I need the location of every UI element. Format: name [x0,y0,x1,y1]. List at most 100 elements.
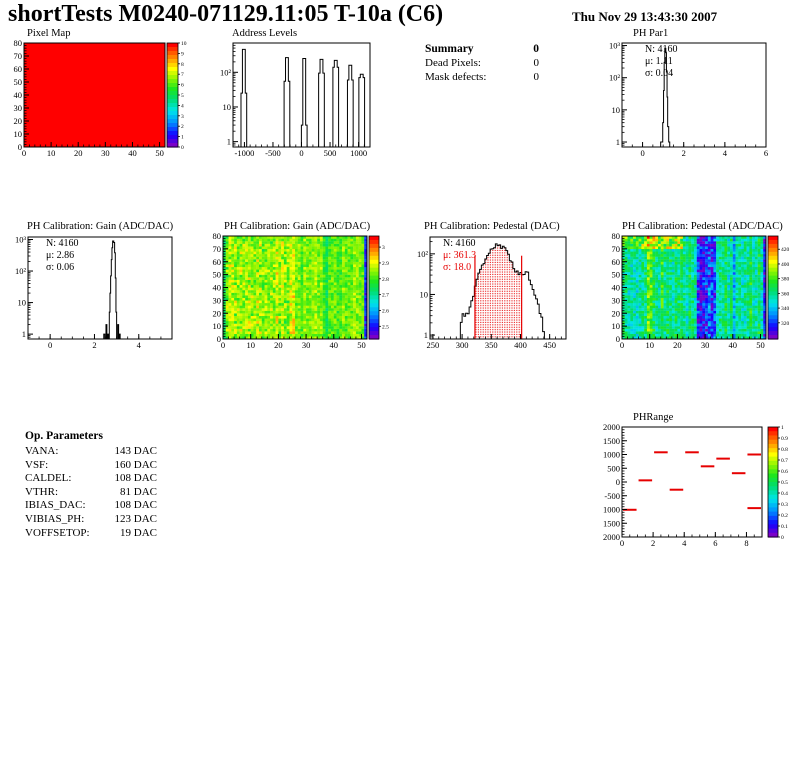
svg-text:4: 4 [682,538,687,548]
report-datetime: Thu Nov 29 13:43:30 2007 [572,9,718,24]
svg-text:0: 0 [640,148,644,158]
svg-text:4: 4 [181,103,184,109]
op-parameters-heading: Op. Parameters [25,430,103,442]
svg-text:10: 10 [612,105,621,115]
svg-text:10: 10 [213,321,222,331]
svg-text:-500: -500 [265,148,281,158]
svg-text:40: 40 [612,283,621,293]
svg-text:20: 20 [673,340,682,350]
summary-row-label: Dead Pixels: [425,57,481,69]
svg-text:0: 0 [22,148,26,158]
svg-text:20: 20 [213,308,222,318]
svg-text:50: 50 [155,148,164,158]
svg-text:1: 1 [424,330,428,340]
svg-text:10: 10 [420,289,429,299]
svg-text:320: 320 [781,321,790,327]
svg-text:50: 50 [756,340,765,350]
svg-text:6: 6 [713,538,717,548]
svg-text:2: 2 [92,340,96,350]
op-param-label: CALDEL: [25,472,72,485]
svg-text:0: 0 [299,148,303,158]
svg-text:10: 10 [47,148,56,158]
svg-text:400: 400 [781,262,790,268]
svg-text:10²: 10² [417,249,429,259]
summary-row-value: 0 [533,57,540,69]
svg-text:30: 30 [701,340,710,350]
svg-text:1: 1 [181,135,184,141]
svg-text:60: 60 [14,64,23,74]
panel-title-ph-par1: PH Par1 [633,28,669,39]
svg-text:50: 50 [14,77,23,87]
ph-par1-stats: N: 4160 μ: 1.11 σ: 0.04 [645,44,678,80]
svg-text:40: 40 [330,340,339,350]
stat-mu: μ: 2.86 [46,250,75,261]
summary-row: Mask defects: 0 [425,70,539,84]
summary-value: 0 [533,43,539,55]
svg-text:10: 10 [181,41,187,47]
panel-title-pedestal-hist: PH Calibration: Pedestal (DAC) [424,221,560,232]
svg-text:20: 20 [612,308,621,318]
svg-text:350: 350 [485,340,498,350]
svg-text:30: 30 [101,148,110,158]
svg-text:10: 10 [14,129,23,139]
summary-row: Dead Pixels: 0 [425,56,539,70]
stat-mu: μ: 1.11 [645,56,673,67]
svg-text:3: 3 [382,245,385,251]
svg-text:10³: 10³ [15,234,27,244]
svg-text:9: 9 [181,51,184,57]
svg-text:420: 420 [781,247,790,253]
panel-title-gain-map: PH Calibration: Gain (ADC/DAC) [224,221,371,232]
svg-text:40: 40 [729,340,738,350]
svg-text:2.8: 2.8 [382,277,389,283]
svg-text:2.5: 2.5 [382,324,389,330]
svg-text:20: 20 [14,116,23,126]
op-parameter-row: CALDEL: 108 DAC [25,472,157,486]
svg-text:8: 8 [744,538,748,548]
svg-text:1000: 1000 [603,450,620,460]
panel-title-gain-hist: PH Calibration: Gain (ADC/DAC) [27,221,174,232]
svg-text:450: 450 [543,340,556,350]
svg-text:40: 40 [128,148,137,158]
svg-text:8: 8 [181,62,184,68]
stat-sigma: σ: 0.06 [46,262,75,273]
gain-hist-stats: N: 4160 μ: 2.86 σ: 0.06 [46,238,79,274]
op-param-value: 160 DAC [114,458,157,471]
svg-text:30: 30 [302,340,311,350]
summary-row-value: 0 [533,71,540,83]
svg-text:40: 40 [213,283,222,293]
svg-text:10: 10 [18,298,27,308]
svg-text:2: 2 [181,124,184,130]
svg-text:500: 500 [607,463,620,473]
op-param-value: 19 DAC [120,526,157,539]
stat-n: N: 4160 [46,238,79,249]
svg-text:30: 30 [612,295,621,305]
svg-text:-1000: -1000 [234,148,254,158]
svg-text:500: 500 [324,148,337,158]
svg-text:3: 3 [181,114,184,120]
svg-text:70: 70 [14,51,23,61]
panel-title-pixel-map: Pixel Map [27,28,71,39]
svg-text:20: 20 [74,148,83,158]
summary-heading: Summary [425,43,474,55]
op-parameters-block: Op. Parameters VANA: 143 DAC VSF: 160 DA… [25,428,157,540]
panel-title-address-levels: Address Levels [232,28,298,39]
svg-text:80: 80 [14,38,23,48]
svg-text:0: 0 [620,538,624,548]
svg-text:70: 70 [612,244,621,254]
svg-text:2.7: 2.7 [382,293,389,299]
svg-text:340: 340 [781,306,790,312]
svg-text:10³: 10³ [609,41,621,51]
svg-text:60: 60 [213,257,222,267]
svg-text:1: 1 [22,329,26,339]
svg-text:2000: 2000 [603,422,620,432]
op-param-value: 81 DAC [120,485,157,498]
op-parameter-row: VSF: 160 DAC [25,459,157,473]
summary-block: Summary 0 Dead Pixels: 0 Mask defects: 0 [425,42,539,84]
svg-text:2: 2 [651,538,655,548]
svg-text:4: 4 [137,340,142,350]
svg-text:10: 10 [223,102,232,112]
svg-text:50: 50 [213,270,222,280]
op-param-label: VANA: [25,445,59,457]
